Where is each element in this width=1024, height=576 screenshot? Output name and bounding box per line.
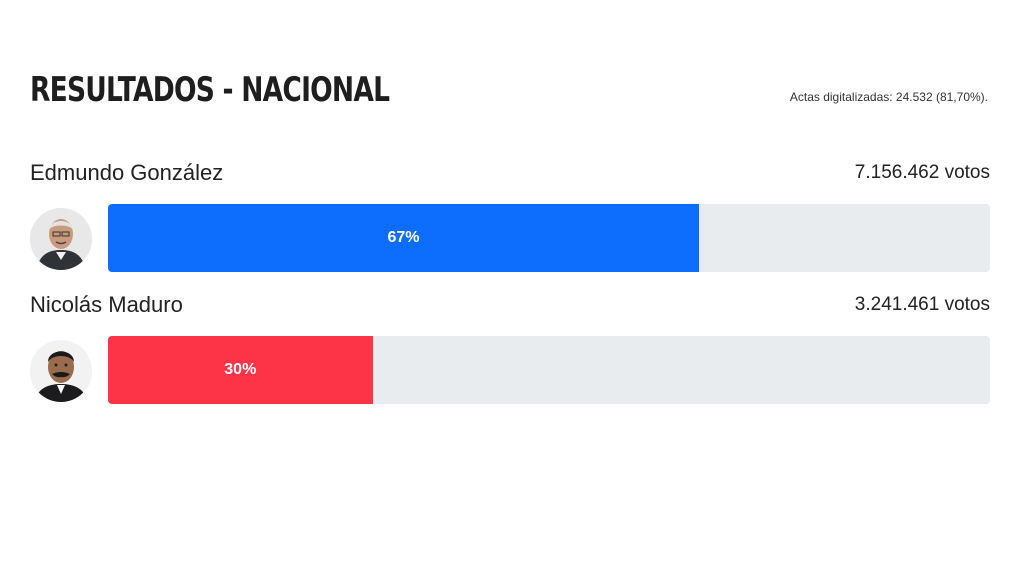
actas-status: Actas digitalizadas: 24.532 (81,70%). xyxy=(789,90,988,104)
candidate-name: Edmundo González xyxy=(30,160,224,185)
candidate-result: Nicolás Maduro 3.241.461 votos 30% xyxy=(30,292,990,406)
vote-bar-track: 67% xyxy=(108,204,990,272)
vote-bar-fill: 67% xyxy=(108,204,699,272)
candidate-avatar xyxy=(30,340,92,402)
candidate-votes: 3.241.461 votos xyxy=(854,294,990,315)
percent-label: 30% xyxy=(224,361,257,378)
candidate-name: Nicolás Maduro xyxy=(30,292,183,317)
candidate-result: Edmundo González 7.156.462 votos 67% xyxy=(30,160,990,274)
candidate-votes: 7.156.462 votos xyxy=(854,162,990,183)
vote-bar-track: 30% xyxy=(108,336,990,404)
candidate-avatar xyxy=(30,208,92,270)
page-title: RESULTADOS - NACIONAL xyxy=(30,70,390,110)
vote-bar-fill: 30% xyxy=(108,336,373,404)
percent-label: 67% xyxy=(387,229,420,246)
